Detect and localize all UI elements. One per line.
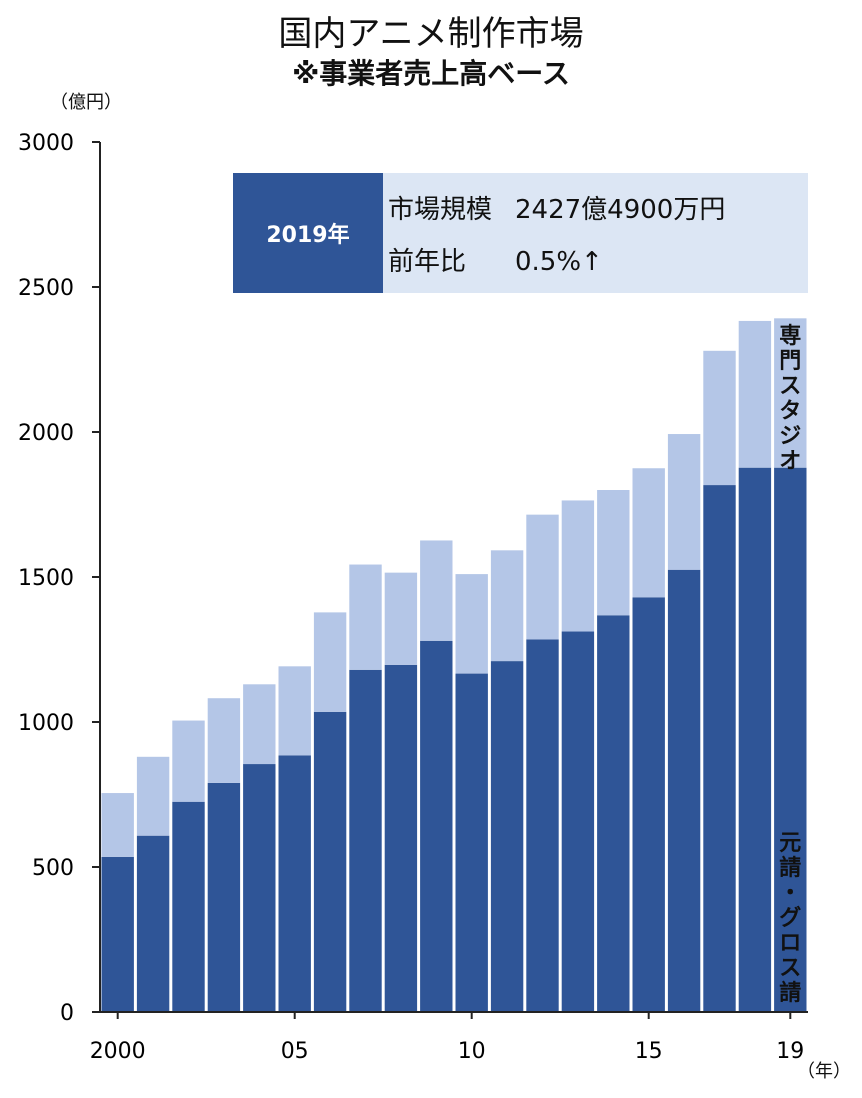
bar-segment-2017-motouke <box>703 485 736 1012</box>
series-label-bottom-char: グ <box>779 905 801 931</box>
bar-segment-2003-motouke <box>207 782 241 1012</box>
bar-segment-2001-motouke <box>136 835 170 1012</box>
bar-segment-2008-motouke <box>384 664 418 1012</box>
bar-segment-2012-senmon <box>526 514 559 640</box>
info-box: 2019年 市場規模 2427億4900万円 前年比 0.5%↑ <box>233 173 808 293</box>
x-axis-ticks: 2000 05 10 15 19 <box>90 1012 804 1064</box>
info-box-detail-panel <box>383 173 808 293</box>
bar-segment-2013-senmon <box>561 500 595 632</box>
x-tick-label: 2000 <box>90 1039 146 1064</box>
series-label-bottom-char: ロ <box>779 931 801 956</box>
x-tick-label: 05 <box>281 1039 309 1064</box>
bar-segment-2006-senmon <box>313 612 347 712</box>
series-label-bottom-char: 元 <box>779 831 801 856</box>
y-tick-label: 1000 <box>18 711 74 736</box>
bar-segment-2009-senmon <box>420 540 453 641</box>
bar-segment-2001-senmon <box>136 756 170 836</box>
bar-segment-2007-senmon <box>349 564 382 670</box>
bar-segment-2009-motouke <box>420 640 453 1012</box>
bar-segment-2005-motouke <box>278 755 311 1012</box>
y-axis-ticks: 0 500 1000 1500 2000 2500 3000 <box>18 131 100 1026</box>
bar-segment-2015-senmon <box>632 468 665 598</box>
series-label-bottom-char: 請 <box>779 980 801 1006</box>
bar-segment-2014-motouke <box>597 615 630 1012</box>
bar-segment-2015-motouke <box>632 597 665 1012</box>
series-label-bottom-char: ス <box>779 956 801 981</box>
series-label-top-char: オ <box>779 449 801 474</box>
series-label-top-char: 専 <box>779 324 801 349</box>
chart-title: 国内アニメ制作市場 <box>278 14 584 54</box>
info-year: 2019年 <box>266 222 349 248</box>
bar-segment-2000-motouke <box>101 856 134 1012</box>
bar-segment-2008-senmon <box>384 572 418 665</box>
info-line2-value: 0.5%↑ <box>515 247 603 277</box>
bar-segment-2018-senmon <box>738 320 772 468</box>
info-line2-label: 前年比 <box>388 247 466 277</box>
series-label-top-char: タ <box>779 399 801 424</box>
x-axis-unit: （年） <box>797 1061 851 1082</box>
bar-segment-2019-senmon <box>774 318 807 468</box>
info-box-year-panel <box>233 173 383 293</box>
bar-segment-2014-senmon <box>597 490 630 616</box>
x-tick-label: 19 <box>776 1039 804 1064</box>
bar-segment-2019-motouke <box>774 467 807 1012</box>
bar-segment-2016-senmon <box>667 434 701 570</box>
bar-segment-2004-senmon <box>243 684 276 765</box>
bar-segment-2010-senmon <box>455 574 488 674</box>
info-line1-label: 市場規模 <box>388 195 492 225</box>
y-tick-label: 0 <box>60 1001 74 1026</box>
y-axis-unit: （億円） <box>50 92 122 113</box>
series-label-bottom-char: ・ <box>779 881 801 906</box>
bar-segment-2007-motouke <box>349 669 382 1012</box>
bar-segment-2011-senmon <box>490 550 524 662</box>
y-tick-label: 2000 <box>18 421 74 446</box>
y-tick-label: 1500 <box>18 566 74 591</box>
x-tick-label: 10 <box>458 1039 486 1064</box>
series-label-top-char: ジ <box>779 424 801 449</box>
y-tick-label: 2500 <box>18 276 74 301</box>
chart-subtitle: ※事業者売上高ベース <box>292 57 570 90</box>
bar-segment-2018-motouke <box>738 467 772 1012</box>
bar-segment-2002-motouke <box>172 801 205 1012</box>
bar-segment-2003-senmon <box>207 698 241 783</box>
bar-segment-2010-motouke <box>455 673 488 1012</box>
bar-segment-2000-senmon <box>101 793 134 857</box>
bar-segment-2017-senmon <box>703 350 736 486</box>
bar-segment-2012-motouke <box>526 639 559 1012</box>
bar-segment-2005-senmon <box>278 666 311 756</box>
y-tick-label: 500 <box>32 856 74 881</box>
bar-segment-2004-motouke <box>243 764 276 1012</box>
series-label-bottom-char: 請 <box>779 855 801 881</box>
bar-segment-2011-motouke <box>490 661 524 1012</box>
x-tick-label: 15 <box>635 1039 663 1064</box>
bar-segment-2013-motouke <box>561 631 595 1012</box>
series-label-top-char: 門 <box>779 349 801 374</box>
y-tick-label: 3000 <box>18 131 74 156</box>
series-label-top-char: ス <box>779 374 801 399</box>
bars-group <box>101 318 807 1012</box>
bar-segment-2002-senmon <box>172 720 205 802</box>
bar-segment-2016-motouke <box>667 569 701 1012</box>
info-line1-value: 2427億4900万円 <box>515 195 725 225</box>
bar-segment-2006-motouke <box>313 711 347 1012</box>
